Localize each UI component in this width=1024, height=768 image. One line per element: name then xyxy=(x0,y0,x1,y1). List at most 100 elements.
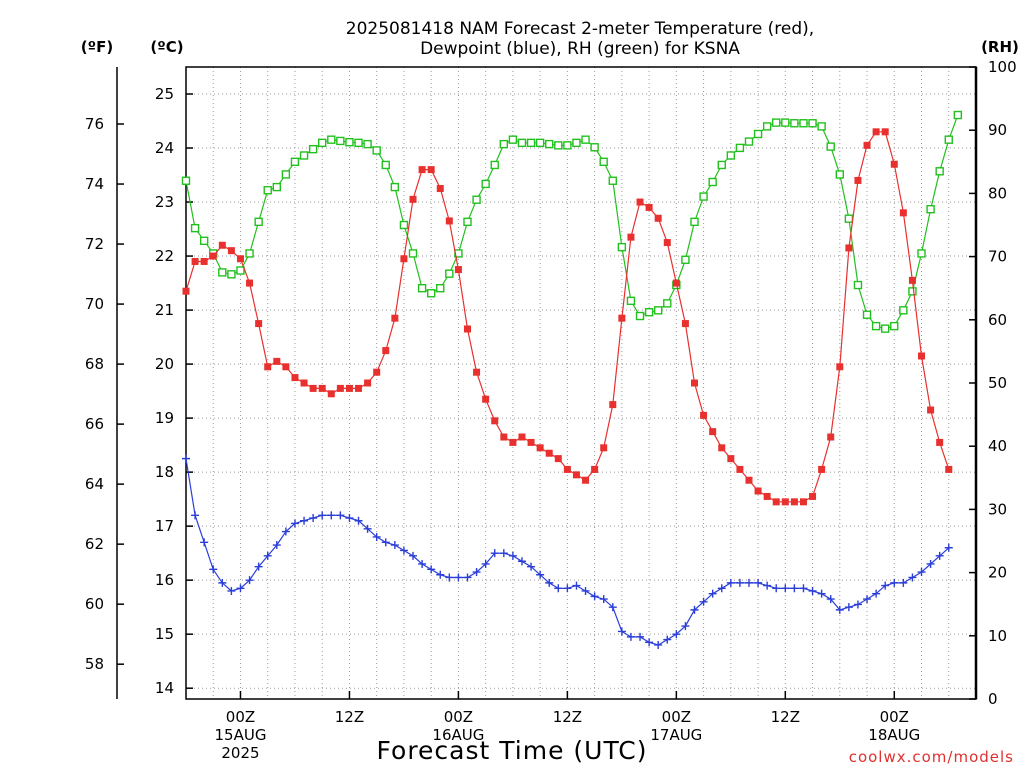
dewpoint-point xyxy=(309,514,318,523)
dewpoint-point xyxy=(300,516,309,525)
temperature-point xyxy=(872,128,880,136)
rh-point xyxy=(599,157,608,167)
dewpoint-point xyxy=(463,573,472,582)
x-tick-label: 17AUG xyxy=(650,726,702,744)
rh-point xyxy=(327,135,336,144)
celsius-tick-label: 15 xyxy=(155,625,174,643)
temperature-point xyxy=(209,252,217,260)
temperature-point xyxy=(827,433,835,441)
rh-point xyxy=(635,311,645,321)
temperature-point xyxy=(618,314,626,322)
rh-point xyxy=(644,308,654,317)
rh-point xyxy=(699,192,708,201)
celsius-tick-label: 22 xyxy=(155,247,174,265)
dewpoint-point xyxy=(490,549,499,558)
rh-point xyxy=(590,143,599,152)
dewpoint-point xyxy=(699,597,708,606)
dewpoint-point xyxy=(844,603,853,612)
temperature-point xyxy=(309,384,317,392)
temperature-point xyxy=(445,217,453,225)
rh-point xyxy=(781,118,790,127)
rh-point xyxy=(263,186,272,195)
dewpoint-point xyxy=(363,524,372,533)
chart-title-line-1: 2025081418 NAM Forecast 2-meter Temperat… xyxy=(346,19,814,39)
temperature-point xyxy=(436,185,444,193)
temperature-point xyxy=(763,492,771,500)
dewpoint-point xyxy=(608,603,617,612)
dewpoint-point xyxy=(345,514,354,523)
rh-point xyxy=(862,310,872,319)
dewpoint-point xyxy=(200,538,209,547)
rh-point xyxy=(436,284,445,293)
rh-point xyxy=(290,157,300,167)
dewpoint-point xyxy=(290,519,299,528)
rh-point xyxy=(417,284,427,293)
axis-labels: 2025081418 NAM Forecast 2-meter Temperat… xyxy=(81,19,1019,766)
temperature-point xyxy=(890,160,898,168)
dewpoint-point xyxy=(817,589,826,598)
rh-point xyxy=(608,176,617,185)
fahrenheit-tick-label: 76 xyxy=(85,115,104,133)
rh-point xyxy=(653,306,663,315)
celsius-tick-label: 23 xyxy=(155,193,174,211)
temperature-point xyxy=(818,465,826,473)
rh-point xyxy=(463,217,472,227)
temperature-point xyxy=(518,433,526,441)
dewpoint-point xyxy=(863,595,872,604)
temperature-point xyxy=(400,255,408,263)
dewpoint-point xyxy=(835,605,844,614)
dewpoint-point xyxy=(409,551,418,560)
rh-point xyxy=(399,220,409,230)
temperature-point xyxy=(427,166,435,174)
dewpoint-point xyxy=(799,584,808,593)
dewpoint-point xyxy=(354,516,363,525)
temperature-point xyxy=(700,411,708,419)
grid-lines xyxy=(186,67,976,699)
temperature-point xyxy=(754,487,762,495)
rh-point xyxy=(545,139,554,149)
rh-point xyxy=(318,138,327,148)
dewpoint-point xyxy=(672,630,681,639)
rh-point xyxy=(308,144,318,154)
celsius-tick-label: 16 xyxy=(155,571,174,589)
dewpoint-point xyxy=(499,549,508,558)
rh-point xyxy=(871,321,881,331)
rh-point xyxy=(808,119,817,128)
rh-point xyxy=(408,249,418,258)
rh-tick-label: 10 xyxy=(988,627,1007,645)
dewpoint-point xyxy=(563,584,572,593)
rh-point xyxy=(626,296,636,306)
temperature-point xyxy=(282,363,290,371)
temperature-point xyxy=(691,379,699,387)
rh-point xyxy=(944,135,953,144)
rh-point xyxy=(272,182,282,192)
dewpoint-point xyxy=(899,578,908,587)
dewpoint-point xyxy=(182,454,190,463)
rh-point xyxy=(363,139,372,149)
rh-point xyxy=(726,151,736,160)
dewpoint-point xyxy=(508,551,517,560)
dewpoint-point xyxy=(726,578,735,587)
dewpoint-series xyxy=(182,454,953,649)
temperature-point xyxy=(336,384,344,392)
temperature-point xyxy=(799,498,807,506)
rh-point xyxy=(953,110,963,120)
temperature-point xyxy=(654,214,662,222)
dewpoint-point xyxy=(917,568,926,577)
rh-point xyxy=(717,160,726,170)
dewpoint-point xyxy=(590,592,599,601)
rh-point xyxy=(299,151,309,160)
rh-point xyxy=(236,266,245,275)
dewpoint-point xyxy=(772,584,781,593)
temperature-point xyxy=(382,347,390,355)
fahrenheit-tick-label: 74 xyxy=(85,175,104,193)
rh-point xyxy=(880,324,890,333)
rh-point xyxy=(744,137,754,146)
temperature-point xyxy=(200,257,208,265)
dewpoint-point xyxy=(427,565,436,574)
rh-point xyxy=(218,268,227,277)
temperature-point xyxy=(391,314,399,322)
temperature-point xyxy=(255,320,263,328)
dewpoint-point xyxy=(318,511,327,520)
temperature-point xyxy=(418,166,426,174)
